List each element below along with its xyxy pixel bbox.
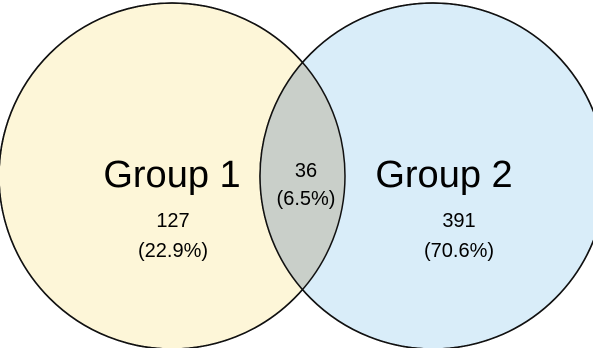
intersection-percent: (6.5%) xyxy=(277,188,336,210)
group-2-label: Group 2 xyxy=(375,154,512,196)
group-1-only-count: 127 xyxy=(156,210,189,232)
intersection-count: 36 xyxy=(295,160,317,182)
group-2-only-count: 391 xyxy=(442,210,475,232)
group-1-only-percent: (22.9%) xyxy=(138,240,208,262)
group-2-only-percent: (70.6%) xyxy=(424,240,494,262)
group-1-label: Group 1 xyxy=(103,154,240,196)
